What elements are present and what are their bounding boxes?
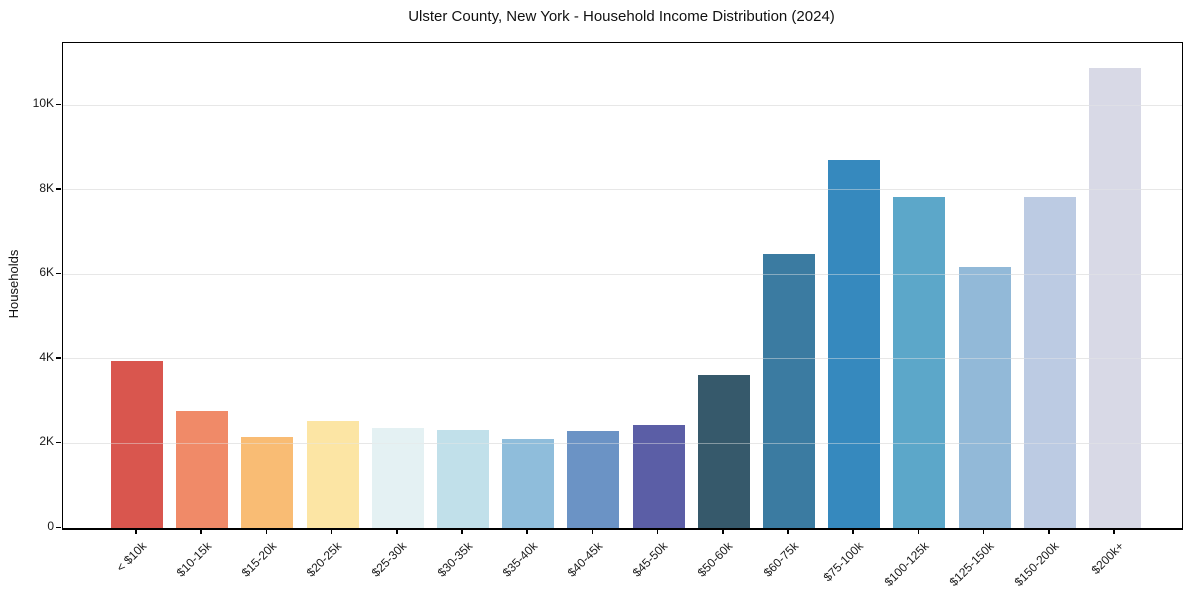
x-axis-tick-label: $25-30k [369,539,410,580]
y-axis-tick-label: 4K [39,349,54,364]
gridline-overlay [63,442,1182,444]
x-tick-mark [982,529,985,534]
x-axis-tick-label: $10-15k [173,539,215,580]
x-axis-tick-label: $30-35k [434,539,475,580]
bar-12 [828,160,881,528]
x-tick-mark [526,529,528,534]
x-tick-mark [1048,529,1050,534]
chart-title: Ulster County, New York - Household Inco… [408,8,835,25]
bar-6 [437,429,489,528]
x-axis-tick-label: $75-100k [820,539,867,585]
x-tick-mark [200,529,202,534]
bar-14 [958,267,1011,528]
y-tick-mark [55,526,61,528]
y-axis-label: Households [6,249,21,319]
x-axis-tick-label: $35-40k [499,539,541,580]
y-tick-mark [55,272,61,275]
x-axis-tick-label: $45-50k [629,539,671,580]
y-tick-mark [55,357,61,359]
bar-13 [893,197,946,528]
bar-4 [306,420,359,528]
bar-15 [1023,197,1076,528]
gridline [63,358,1182,360]
bar-2 [176,410,229,528]
x-tick-mark [135,529,137,534]
y-axis-tick-label: 8K [39,180,54,195]
x-tick-mark [1113,529,1115,534]
gridline [63,104,1182,106]
x-tick-mark [396,529,398,534]
x-axis-tick-label: $15-20k [238,539,280,580]
gridline [63,273,1182,275]
plot-area [62,42,1183,530]
x-tick-mark [852,529,854,534]
bar-7 [502,439,555,528]
x-axis-tick-label: $125-150k [946,539,997,590]
gridline [63,442,1182,444]
y-axis-tick-label: 6K [39,265,54,280]
x-axis-tick-label: $60-75k [760,539,801,580]
x-axis-tick-label: $150-200k [1011,539,1062,590]
y-tick-mark [55,103,61,105]
y-tick-mark [55,441,61,444]
x-tick-mark [461,529,463,534]
bar-9 [632,425,685,528]
y-axis-tick-label: 0 [47,519,54,533]
gridline-overlay [63,273,1182,275]
y-axis-tick-label: 10K [32,96,54,110]
bar-8 [567,431,620,528]
bar-11 [763,253,815,528]
x-tick-mark [265,529,268,534]
bar-3 [241,437,294,528]
bar-16 [1089,68,1141,528]
gridline-overlay [63,189,1182,191]
x-axis-tick-label: $50-60k [695,539,736,580]
x-axis-tick-label: < $10k [113,539,149,575]
x-axis-tick-label: $100-125k [881,539,932,590]
x-axis-tick-label: $20-25k [303,539,345,580]
gridline-overlay [63,104,1182,106]
x-tick-mark [787,529,789,534]
bar-10 [697,374,750,528]
x-tick-mark [656,529,659,534]
y-tick-mark [55,188,61,190]
gridline-overlay [63,358,1182,360]
x-axis-tick-label: $200k+ [1088,539,1127,577]
x-tick-mark [330,529,333,534]
bar-1 [111,360,163,528]
x-axis-tick-label: $40-45k [564,539,606,580]
x-tick-mark [591,529,594,534]
gridline [63,189,1182,191]
x-tick-mark [722,529,724,534]
y-axis-tick-label: 2K [39,434,54,449]
bar-5 [371,427,424,528]
x-tick-mark [917,529,920,534]
